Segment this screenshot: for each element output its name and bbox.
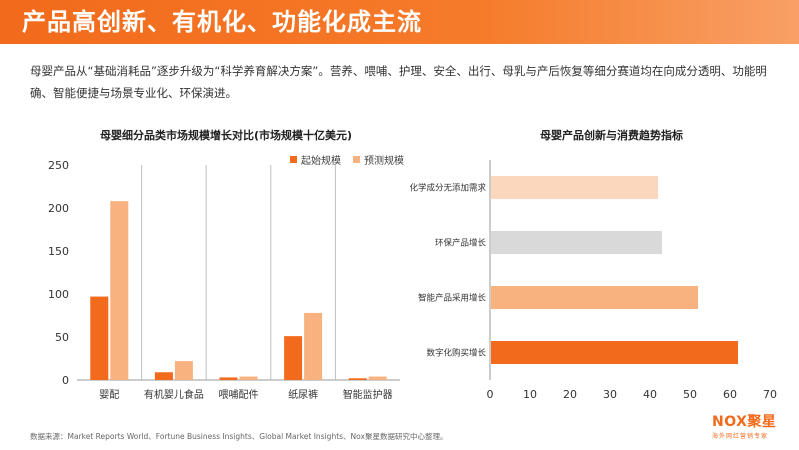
bar-forecast-size xyxy=(110,201,129,380)
legend-item-start: 起始规模 xyxy=(290,152,341,167)
logo-text: NOX聚星 xyxy=(712,414,777,430)
x-tick-label: 70 xyxy=(763,388,777,401)
trend-bar xyxy=(491,231,662,254)
x-tick-label: 有机婴儿食品 xyxy=(144,388,204,401)
bar-forecast-size xyxy=(368,376,387,380)
y-tick-label: 环保产品增长 xyxy=(435,238,487,249)
bar-start-size xyxy=(154,372,173,380)
left-bar-chart: 0 50 100 150 200 250 婴配 有机婴儿食品 喂哺配件 纸尿裤 智能监护器 xyxy=(48,159,400,401)
x-tick-label: 喂哺配件 xyxy=(219,388,259,401)
x-tick-label: 婴配 xyxy=(99,389,119,401)
logo-subtext: 海外网红营销专家 xyxy=(712,433,769,440)
trend-bar xyxy=(491,176,658,199)
left-chart-title: 母婴细分品类市场规模增长对比(市场规模十亿美元) xyxy=(100,129,353,142)
bar-start-size xyxy=(284,336,303,380)
bar-forecast-size xyxy=(174,361,193,380)
bar-start-size xyxy=(348,378,367,380)
x-tick-label: 10 xyxy=(523,388,537,401)
y-tick-label: 化学成分无添加需求 xyxy=(409,183,486,194)
x-tick-label: 40 xyxy=(643,388,657,401)
y-tick-label: 200 xyxy=(48,202,69,215)
legend-item-forecast: 预测规模 xyxy=(353,152,404,167)
page-title: 产品高创新、有机化、功能化成主流 xyxy=(22,8,422,36)
y-tick-label: 数字化购买增长 xyxy=(426,348,486,359)
title-banner: 产品高创新、有机化、功能化成主流 xyxy=(0,0,799,44)
y-tick-label: 150 xyxy=(48,245,69,258)
bar-start-size xyxy=(219,377,238,380)
legend-label-start: 起始规模 xyxy=(301,156,341,167)
y-tick-label: 50 xyxy=(55,331,69,344)
y-tick-label: 0 xyxy=(62,374,69,387)
bar-start-size xyxy=(90,296,109,380)
legend-swatch-start xyxy=(290,156,297,163)
y-tick-label: 100 xyxy=(48,288,69,301)
x-tick-label: 60 xyxy=(723,388,737,401)
bar-forecast-size xyxy=(239,376,258,380)
x-tick-label: 30 xyxy=(603,388,617,401)
x-tick-label: 50 xyxy=(683,388,697,401)
x-tick-label: 0 xyxy=(487,388,494,401)
right-bar-chart: 0 10 20 30 40 50 60 70 化学成分无添加需求环保产品增长智能产品采用增长数字… xyxy=(409,160,777,401)
source-note: 数据来源：Market Reports World、Fortune Busine… xyxy=(30,432,448,441)
trend-bar xyxy=(491,341,738,364)
left-chart-legend: 起始规模 预测规模 xyxy=(290,152,404,167)
legend-swatch-forecast xyxy=(353,156,360,163)
trend-bar xyxy=(491,286,698,309)
x-tick-label: 20 xyxy=(563,388,577,401)
intro-text: 母婴产品从“基础消耗品”逐步升级为“科学养育解决方案”。营养、喂哺、护理、安全、… xyxy=(30,64,767,100)
legend-label-forecast: 预测规模 xyxy=(364,156,404,167)
x-tick-label: 智能监护器 xyxy=(343,388,393,401)
bar-forecast-size xyxy=(304,312,323,380)
y-tick-label: 智能产品采用增长 xyxy=(418,293,487,304)
right-chart-title: 母婴产品创新与消费趋势指标 xyxy=(540,129,683,142)
x-tick-label: 纸尿裤 xyxy=(288,388,318,401)
y-tick-label: 250 xyxy=(48,159,69,172)
brand-logo: NOX聚星 海外网红营销专家 xyxy=(712,414,782,442)
